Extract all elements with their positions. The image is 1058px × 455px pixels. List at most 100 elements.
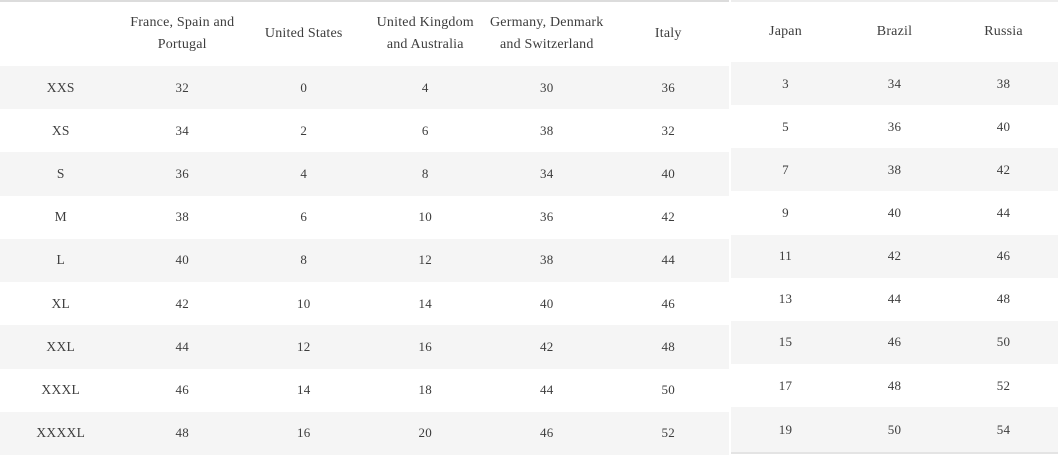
value-cell: 20 <box>418 425 433 441</box>
size-label-cell: XL <box>51 295 71 311</box>
value-cell: 3 <box>782 75 789 91</box>
column-header-brazil: Brazil <box>876 24 913 39</box>
value-cell: 12 <box>296 338 311 354</box>
value-cell: 42 <box>661 209 676 225</box>
value-cell: 12 <box>418 252 433 268</box>
value-cell: 46 <box>175 382 190 398</box>
value-cell: 38 <box>887 161 902 177</box>
size-table-western-header: France, Spain and Portugal United States… <box>0 1 729 66</box>
size-table-eastern: Japan Brazil Russia 3 34 38 5 36 40 7 38 42 9 40 44… <box>731 0 1058 454</box>
value-cell: 6 <box>300 209 308 225</box>
value-cell: 48 <box>661 338 676 354</box>
table-row: XXL 44 12 16 42 48 <box>0 325 729 369</box>
value-cell: 48 <box>996 291 1011 307</box>
value-cell: 46 <box>539 425 554 441</box>
value-cell: 40 <box>539 295 554 311</box>
size-table-western: France, Spain and Portugal United States… <box>0 0 729 455</box>
value-cell: 30 <box>539 79 554 95</box>
value-cell: 50 <box>996 334 1011 350</box>
value-cell: 2 <box>300 122 308 138</box>
table-row: XXXXL 48 16 20 46 52 <box>0 411 729 455</box>
value-cell: 36 <box>887 118 902 134</box>
value-cell: 36 <box>661 79 676 95</box>
value-cell: 46 <box>661 295 676 311</box>
column-header-uk-australia: United Kingdom and Australia <box>376 15 474 52</box>
table-row: L 40 8 12 38 44 <box>0 238 729 283</box>
value-cell: 42 <box>539 338 554 354</box>
header-row: Japan Brazil Russia <box>731 1 1058 62</box>
value-cell: 40 <box>887 204 902 220</box>
table-row: XL 42 10 14 40 46 <box>0 282 729 326</box>
value-cell: 14 <box>296 382 311 398</box>
value-cell: 38 <box>996 75 1011 91</box>
value-cell: 50 <box>661 382 676 398</box>
value-cell: 44 <box>175 338 190 354</box>
value-cell: 4 <box>300 166 308 182</box>
table-row: M 38 6 10 36 42 <box>0 195 729 239</box>
size-label-cell: S <box>56 166 65 182</box>
column-header-italy: Italy <box>654 26 682 41</box>
value-cell: 4 <box>421 79 429 95</box>
value-cell: 36 <box>175 166 190 182</box>
value-cell: 13 <box>778 291 793 307</box>
size-label-cell: M <box>54 209 67 225</box>
size-label-cell: XXS <box>46 79 75 95</box>
table-row: 11 42 46 <box>731 234 1058 278</box>
value-cell: 38 <box>175 209 190 225</box>
column-header-united-states: United States <box>264 26 343 41</box>
value-cell: 15 <box>778 334 793 350</box>
value-cell: 32 <box>661 122 676 138</box>
column-header-russia: Russia <box>984 24 1023 39</box>
table-row: XS 34 2 6 38 32 <box>0 109 729 153</box>
table-row: 3 34 38 <box>731 62 1058 106</box>
value-cell: 8 <box>300 252 308 268</box>
value-cell: 40 <box>175 252 190 268</box>
value-cell: 44 <box>661 252 676 268</box>
size-table-eastern-body: 3 34 38 5 36 40 7 38 42 9 40 44 11 42 46 13 44 48 15 46 50 17… <box>731 62 1058 453</box>
table-row: 7 38 42 <box>731 148 1058 192</box>
value-cell: 34 <box>175 122 190 138</box>
column-header-size <box>0 1 122 66</box>
value-cell: 5 <box>782 118 789 134</box>
table-row: 9 40 44 <box>731 191 1058 235</box>
value-cell: 48 <box>175 425 190 441</box>
value-cell: 50 <box>887 421 902 437</box>
value-cell: 16 <box>418 338 433 354</box>
table-row: 5 36 40 <box>731 105 1058 149</box>
value-cell: 7 <box>782 161 789 177</box>
value-cell: 9 <box>782 204 789 220</box>
table-row: 15 46 50 <box>731 320 1058 364</box>
value-cell: 18 <box>418 382 433 398</box>
size-label-cell: XS <box>51 122 70 138</box>
value-cell: 40 <box>661 166 676 182</box>
column-header-germany-denmark-switzerland: Germany, Denmark and Switzerland <box>490 15 604 52</box>
table-row: 17 48 52 <box>731 363 1058 408</box>
table-row: 13 44 48 <box>731 277 1058 321</box>
value-cell: 19 <box>778 421 793 437</box>
value-cell: 44 <box>996 204 1011 220</box>
value-cell: 32 <box>175 79 190 95</box>
value-cell: 38 <box>539 122 554 138</box>
value-cell: 11 <box>778 248 793 264</box>
table-row: XXXL 46 14 18 44 50 <box>0 368 729 412</box>
value-cell: 44 <box>539 382 554 398</box>
header-row: France, Spain and Portugal United States… <box>0 1 729 66</box>
size-label-cell: L <box>56 252 66 268</box>
size-table-western-body: XXS 32 0 4 30 36 XS 34 2 6 38 32 S 36 4 8 34 40 M 38 6 10 36 42… <box>0 66 729 455</box>
size-label-cell: XXXXL <box>36 425 86 441</box>
value-cell: 34 <box>539 166 554 182</box>
value-cell: 0 <box>300 79 308 95</box>
value-cell: 36 <box>539 209 554 225</box>
value-cell: 10 <box>296 295 311 311</box>
value-cell: 8 <box>421 166 429 182</box>
value-cell: 44 <box>887 291 902 307</box>
value-cell: 42 <box>996 161 1011 177</box>
size-label-cell: XXL <box>46 338 76 354</box>
table-row: 19 50 54 <box>731 407 1058 453</box>
value-cell: 40 <box>996 118 1011 134</box>
value-cell: 52 <box>661 425 676 441</box>
value-cell: 42 <box>887 248 902 264</box>
value-cell: 46 <box>996 248 1011 264</box>
table-row: S 36 4 8 34 40 <box>0 152 729 196</box>
